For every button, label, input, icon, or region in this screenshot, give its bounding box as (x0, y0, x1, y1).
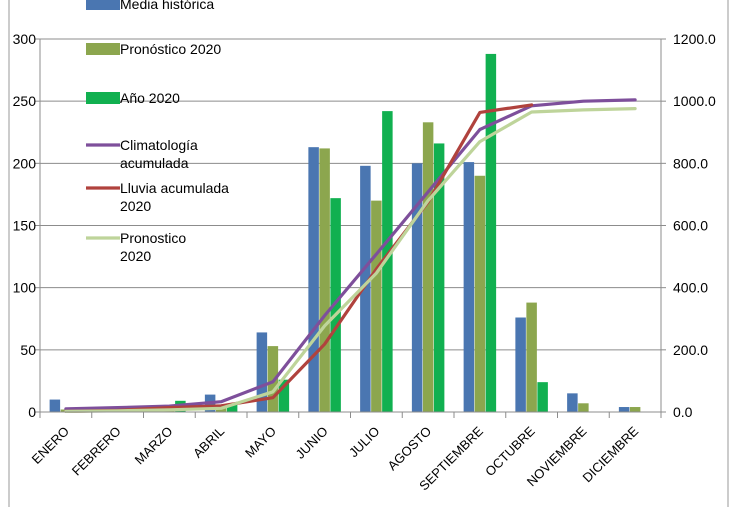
bar (578, 403, 589, 412)
x-tick-label: MAYO (242, 424, 279, 461)
bar (515, 317, 526, 412)
legend-swatch (86, 43, 120, 55)
x-tick-label: DICIEMBRE (580, 423, 642, 485)
y2-tick-label: 400.0 (673, 280, 708, 296)
line-marks (64, 98, 637, 413)
x-tick-label: ENERO (29, 424, 72, 467)
legend-swatch (86, 92, 120, 104)
legend-label: Pronostico (120, 230, 186, 246)
bar (411, 163, 423, 412)
bar (422, 122, 434, 412)
y-tick-label: 200 (13, 155, 37, 171)
axes (35, 38, 666, 418)
x-tick-label: AGOSTO (384, 424, 434, 474)
y2-tick-label: 600.0 (673, 218, 708, 234)
bar (526, 302, 537, 412)
x-tick-label: MARZO (132, 424, 176, 468)
legend-label: Lluvia acumulada (120, 180, 229, 196)
x-tick-label: JULIO (346, 424, 383, 461)
legend-label: Pronóstico 2020 (120, 41, 221, 57)
bar (382, 111, 393, 412)
x-tick-label: OCTUBRE (482, 423, 538, 479)
bar (474, 175, 486, 412)
gridlines (40, 38, 661, 351)
bar (319, 148, 330, 412)
legend-swatch (86, 0, 120, 10)
bar (629, 407, 641, 412)
bar (267, 346, 279, 412)
x-tick-label: JUNIO (293, 424, 331, 462)
legend-label: acumulada (120, 155, 189, 171)
y2-tick-label: 200.0 (673, 342, 708, 358)
x-tick-label: FEBRERO (69, 424, 124, 479)
legend-label: 2020 (120, 248, 151, 264)
bar (278, 379, 290, 412)
secondary-y-tick-labels: 0.0 200.0 400.0 600.0 800.0 1000.0 1200.0 (673, 31, 716, 420)
chart-frame (8, 0, 729, 507)
legend-label: Año 2020 (120, 90, 180, 106)
legend-label: 2020 (120, 198, 151, 214)
bar (308, 147, 319, 413)
y-tick-label: 50 (20, 342, 36, 358)
bar (330, 198, 341, 412)
bar (49, 399, 61, 412)
y-tick-label: 300 (13, 31, 37, 47)
y2-tick-label: 1200.0 (673, 31, 716, 47)
legend-label: Climatología (120, 137, 198, 153)
bar (433, 143, 445, 412)
legend: Media histórica Pronóstico 2020 Año 2020 Cl… (86, 0, 229, 264)
bar (618, 407, 630, 412)
bar (226, 404, 238, 412)
bar (463, 162, 475, 412)
series-line (64, 98, 637, 411)
y2-tick-label: 1000.0 (673, 93, 716, 109)
series-line (64, 106, 637, 413)
y-tick-label: 100 (13, 280, 37, 296)
bar (567, 393, 578, 412)
primary-y-tick-labels: 0 50 100 150 200 250 300 (13, 31, 37, 420)
bar (537, 382, 548, 412)
bar (256, 332, 268, 412)
bar (485, 53, 497, 413)
y-tick-label: 250 (13, 93, 37, 109)
y-tick-label: 150 (13, 218, 37, 234)
y-tick-label: 0 (28, 404, 36, 420)
y2-tick-label: 0.0 (673, 404, 693, 420)
y2-tick-label: 800.0 (673, 155, 708, 171)
bar (371, 200, 382, 412)
bar (360, 165, 371, 412)
x-tick-label: ABRIL (190, 424, 227, 461)
legend-label: Media histórica (120, 0, 214, 12)
